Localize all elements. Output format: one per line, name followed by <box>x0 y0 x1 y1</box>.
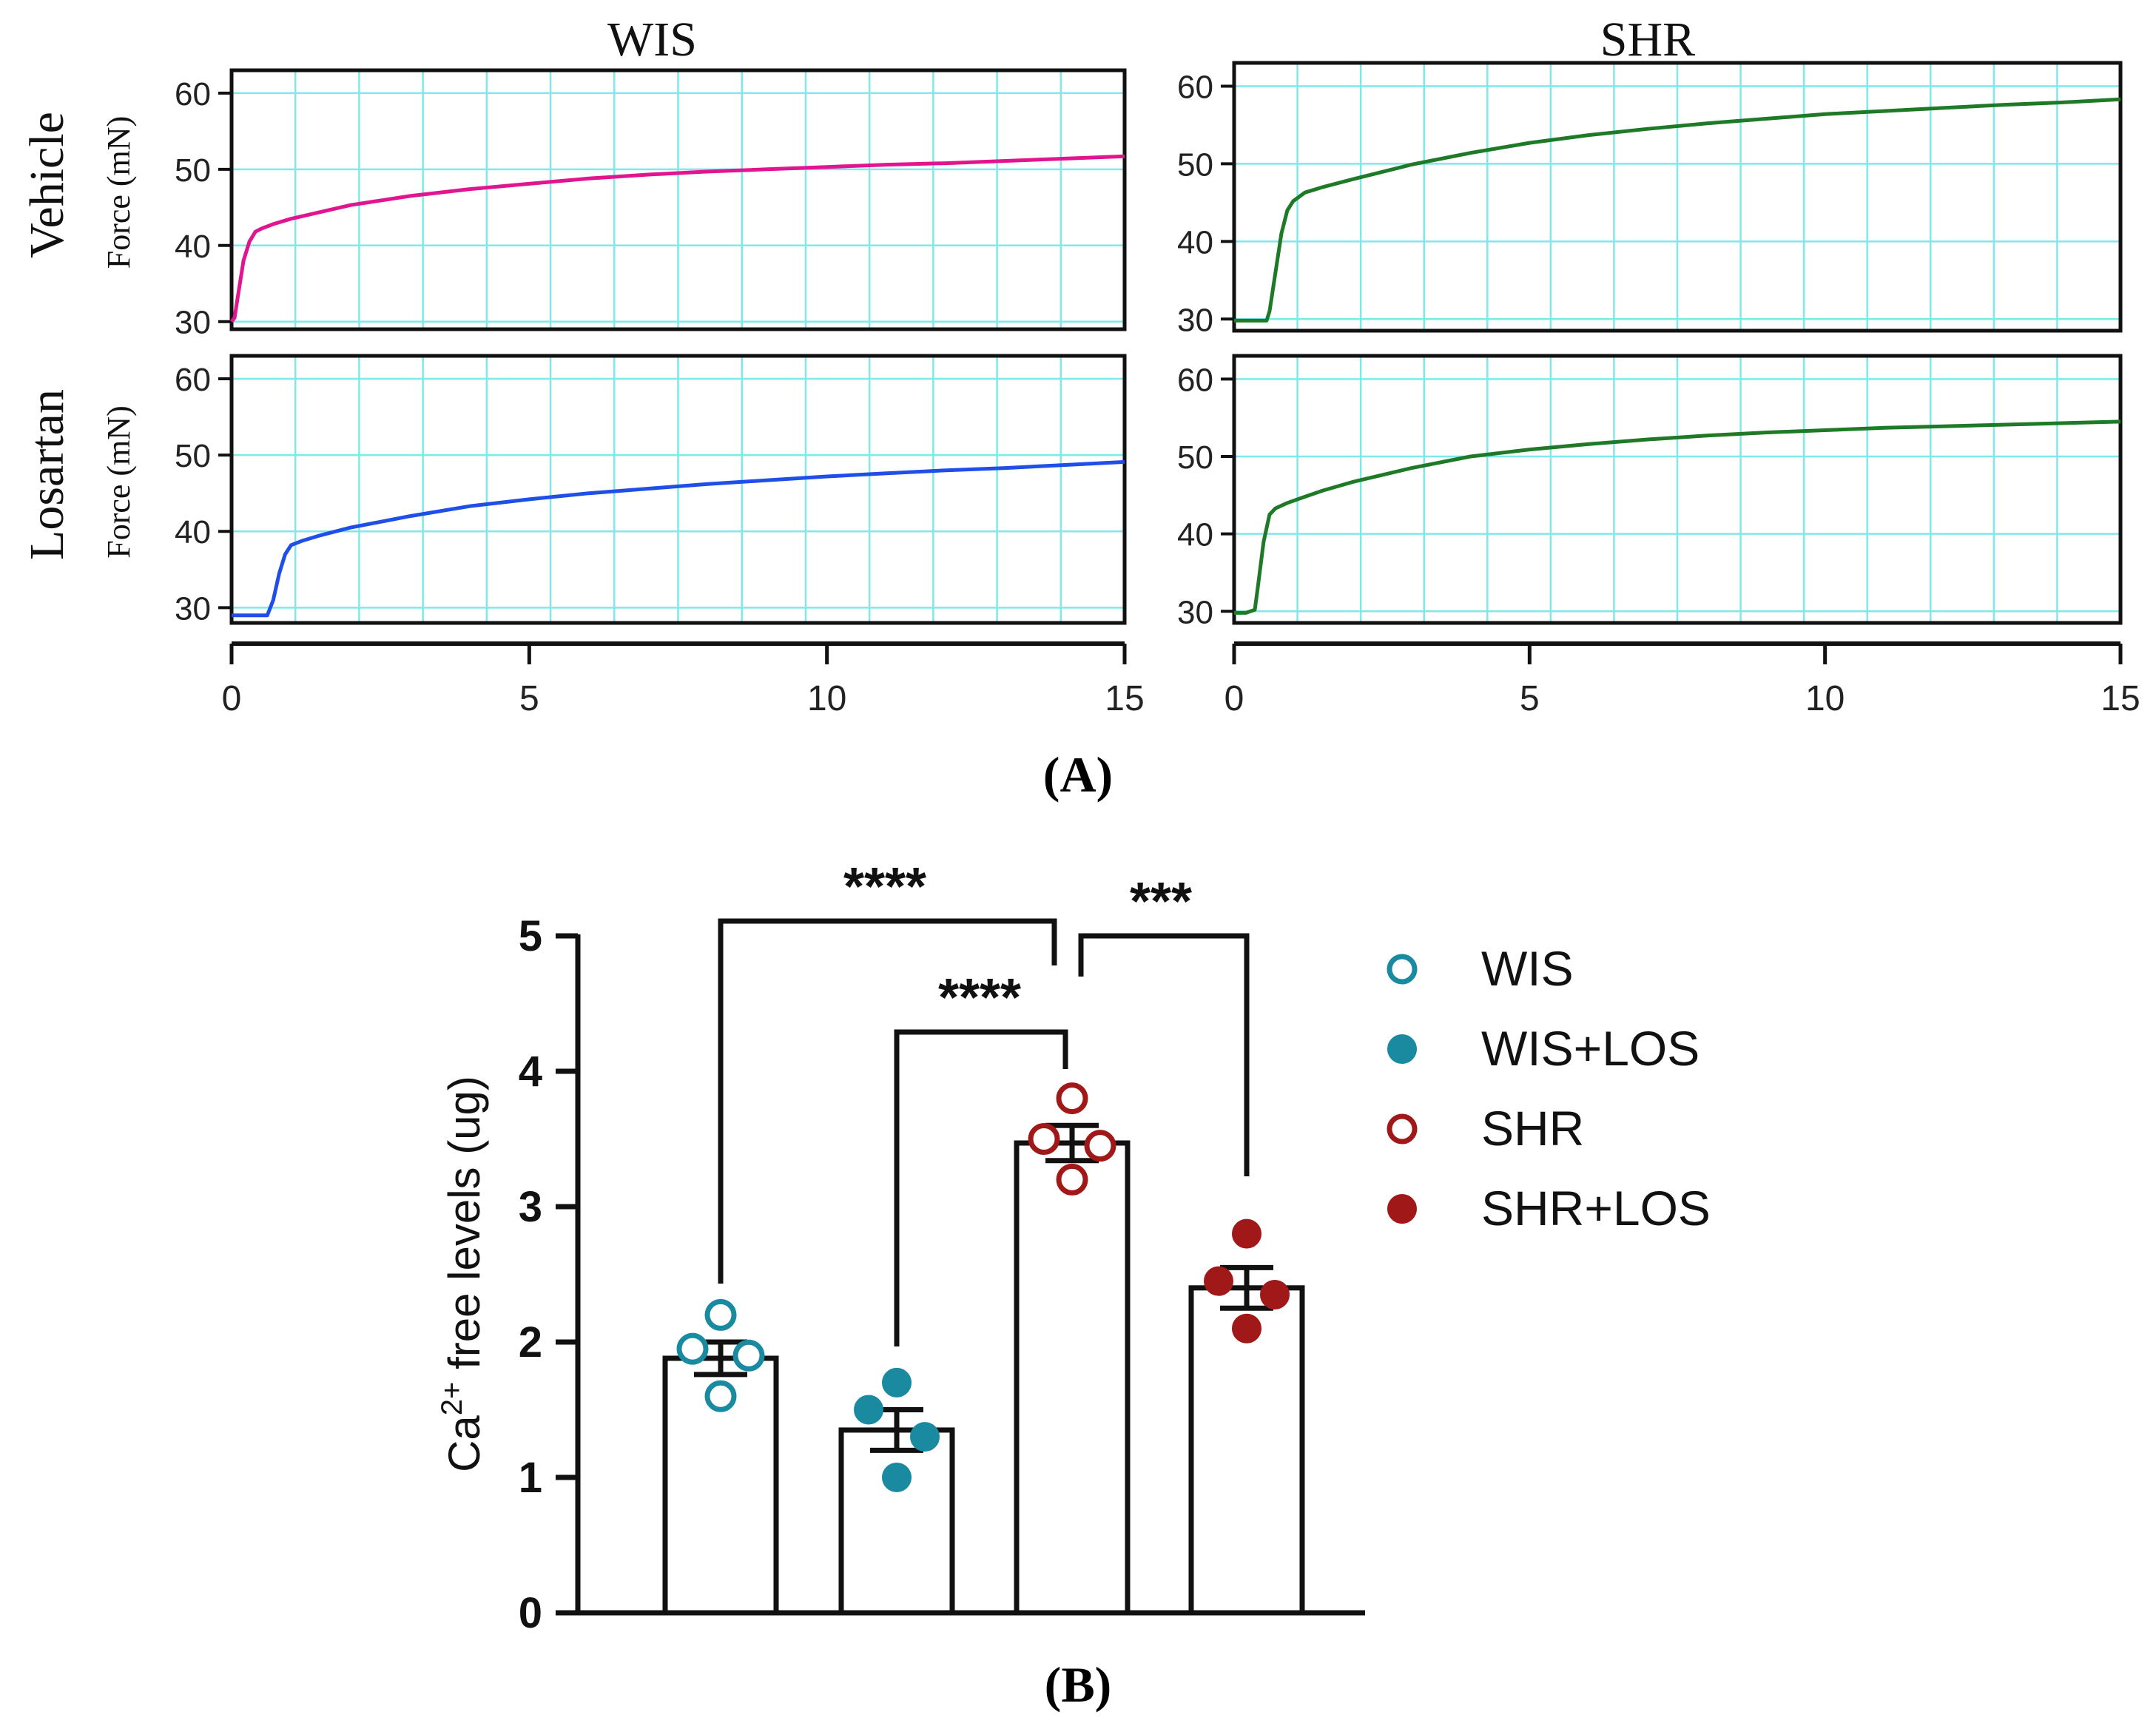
data-point <box>704 1298 737 1331</box>
legend-marker <box>1387 1034 1417 1064</box>
bar-y-tick-label: 4 <box>519 1048 542 1096</box>
legend-item: SHR <box>1387 1101 1584 1156</box>
data-point <box>882 1463 912 1492</box>
significance-label: **** <box>938 968 1021 1028</box>
data-point <box>732 1339 765 1372</box>
column-title: SHR <box>1600 13 1695 67</box>
y-tick-label: 40 <box>1177 517 1213 553</box>
legend-item: WIS <box>1387 941 1574 996</box>
y-tick-label: 40 <box>175 514 211 550</box>
column-title: WIS <box>607 13 697 67</box>
data-point <box>910 1422 940 1452</box>
y-tick-label: 60 <box>1177 362 1213 398</box>
legend-label: WIS+LOS <box>1481 1021 1699 1076</box>
data-point <box>854 1395 883 1425</box>
data-point <box>704 1380 737 1412</box>
row-label: Vehicle <box>20 112 74 258</box>
y-tick-label: 50 <box>175 438 211 474</box>
y-tick-label: 60 <box>175 362 211 398</box>
y-tick-label: 60 <box>175 76 211 112</box>
y-tick-label: 30 <box>175 590 211 627</box>
y-tick-label: 40 <box>1177 224 1213 260</box>
trace-panel-1: 30 40 50 60 SHR <box>1177 13 2123 338</box>
trace-panel-0: 30 40 50 60 Force (mN) Vehicle WIS <box>20 13 1127 341</box>
time-tick-label: 15 <box>1105 679 1144 718</box>
bar-y-axis-label: Ca2+ free levels (ug) <box>436 1076 489 1472</box>
plot-frame <box>229 68 1127 331</box>
y-tick-label: 50 <box>1177 146 1213 183</box>
y-tick-label: 50 <box>175 152 211 189</box>
data-point <box>882 1367 912 1398</box>
bracket-line <box>718 918 1057 1284</box>
comparison-wis-vs-shr: **** <box>718 857 1057 1284</box>
force-trace <box>232 459 1125 618</box>
significance-label: *** <box>1130 872 1192 931</box>
bar-y-tick-label: 2 <box>519 1318 542 1366</box>
comparison-shr-vs-shrlos: *** <box>1078 872 1250 1176</box>
bar-y-tick-label: 3 <box>519 1183 542 1231</box>
plot-frame <box>229 354 1127 625</box>
data-point <box>1232 1313 1261 1344</box>
force-axis-label: Force (mN) <box>101 405 137 559</box>
comparison-wislos-vs-shr: **** <box>894 968 1068 1346</box>
data-point <box>1232 1218 1261 1249</box>
data-point <box>1028 1123 1060 1155</box>
legend-label: SHR+LOS <box>1481 1181 1711 1235</box>
plot-frame <box>1232 354 2123 625</box>
force-axis-label: Force (mN) <box>101 116 137 269</box>
legend-label: WIS <box>1481 941 1574 996</box>
legend-marker <box>1387 954 1418 985</box>
legend-item: SHR+LOS <box>1387 1181 1711 1235</box>
legend-marker <box>1387 1194 1417 1224</box>
time-tick-label: 10 <box>1805 679 1845 718</box>
legend: WIS WIS+LOS SHR SHR+LOS <box>1387 941 1711 1235</box>
y-tick-label: 30 <box>175 305 211 341</box>
data-point <box>1084 1130 1116 1162</box>
time-tick-label: 0 <box>1224 679 1244 718</box>
panel-b-label: (B) <box>1045 1656 1112 1713</box>
trace-panel-3: 30 40 50 60 <box>1177 354 2123 630</box>
time-axis: 0 5 10 15 <box>222 641 1145 718</box>
legend-item: WIS+LOS <box>1387 1021 1699 1076</box>
time-axis: 0 5 10 15 <box>1224 641 2140 718</box>
force-trace <box>1234 97 2121 323</box>
y-tick-label: 40 <box>175 229 211 265</box>
y-tick-label: 30 <box>1177 594 1213 630</box>
legend-label: SHR <box>1481 1101 1584 1156</box>
row-label: Losartan <box>20 389 74 560</box>
y-tick-label: 50 <box>1177 439 1213 476</box>
panel-a-label: (A) <box>1043 746 1113 803</box>
data-point <box>1056 1163 1088 1196</box>
significance-label: **** <box>843 857 926 917</box>
bar-wis-los <box>838 1427 955 1616</box>
data-point <box>1260 1279 1290 1309</box>
plot-frame <box>1232 61 2123 333</box>
data-point <box>1056 1082 1088 1115</box>
time-tick-label: 0 <box>222 679 242 718</box>
time-tick-label: 5 <box>1520 679 1540 718</box>
bracket-line <box>894 1029 1068 1346</box>
y-tick-label: 60 <box>1177 69 1213 105</box>
time-tick-label: 5 <box>519 679 539 718</box>
bar-y-tick-label: 5 <box>519 912 542 960</box>
bar-y-tick-label: 1 <box>519 1454 542 1502</box>
bar-shr <box>1014 1140 1131 1616</box>
trace-panel-2: 30 40 50 60 Force (mN) Losartan <box>20 354 1127 627</box>
data-point <box>676 1332 709 1365</box>
legend-marker <box>1387 1113 1418 1145</box>
bracket-line <box>1078 933 1250 1176</box>
time-tick-label: 15 <box>2101 679 2140 718</box>
force-trace <box>230 154 1125 323</box>
force-trace <box>1234 419 2121 615</box>
time-tick-label: 10 <box>807 679 846 718</box>
data-point <box>1204 1266 1233 1296</box>
y-tick-label: 30 <box>1177 302 1213 338</box>
bar-y-tick-label: 0 <box>519 1589 542 1637</box>
